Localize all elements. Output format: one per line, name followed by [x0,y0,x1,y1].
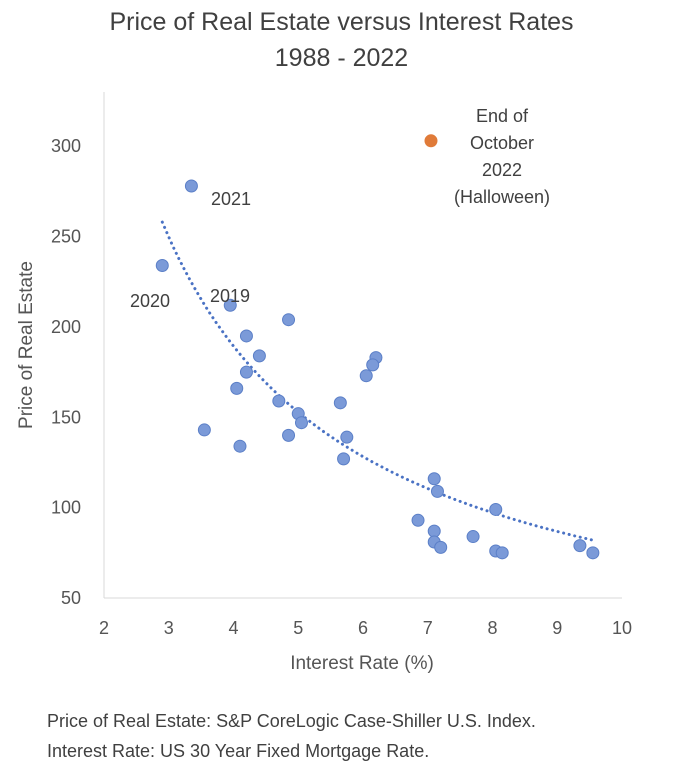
data-point [282,428,296,442]
chart-title: Price of Real Estate versus Interest Rat… [0,4,683,76]
x-tick-label: 8 [487,618,497,638]
x-tick-label: 6 [358,618,368,638]
data-point [340,430,354,444]
data-point [466,530,480,544]
y-tick-label: 200 [51,317,81,337]
data-point [294,416,308,430]
data-point-halloween-2022 [424,134,438,148]
data-point [489,502,503,516]
data-point [155,258,169,272]
x-tick-label: 9 [552,618,562,638]
data-point [272,394,286,408]
annotation-2021: 2021 [211,189,251,209]
chart-subtitle: 1988 - 2022 [274,44,409,72]
x-tick-label: 2 [99,618,109,638]
y-axis-label: Price of Real Estate [16,261,37,429]
data-point [223,298,237,312]
data-point [427,524,441,538]
trendline [160,220,595,542]
data-point [239,365,253,379]
y-tick-label: 100 [51,498,81,518]
source-note-rate: Interest Rate: US 30 Year Fixed Mortgage… [47,741,430,761]
x-tick-label: 7 [423,618,433,638]
x-tick-label: 5 [293,618,303,638]
chart-title-main: Price of Real Estate versus Interest Rat… [109,8,574,36]
annotation-halloween-line2: October [470,133,534,153]
data-point [495,546,509,560]
annotation-halloween-line4: (Halloween) [454,187,550,207]
x-tick-label: 4 [228,618,238,638]
data-point [430,484,444,498]
y-tick-label: 300 [51,136,81,156]
data-point [197,423,211,437]
scatter-plot: 50 100 150 200 250 300 2 3 4 5 6 7 8 9 10 Price of Re… [16,92,632,674]
data-point [337,452,351,466]
data-point [230,381,244,395]
data-point [434,540,448,554]
source-notes: Price of Real Estate: S&P CoreLogic Case… [47,706,536,766]
data-point [252,349,266,363]
data-point [233,439,247,453]
data-point [239,329,253,343]
source-note-price: Price of Real Estate: S&P CoreLogic Case… [47,711,536,731]
y-tick-labels: 50 100 150 200 250 300 [51,136,81,608]
y-tick-label: 50 [61,588,81,608]
y-tick-label: 150 [51,407,81,427]
x-tick-label: 10 [612,618,632,638]
data-point [573,539,587,553]
data-point [427,472,441,486]
annotation-halloween-line1: End of [476,106,529,126]
y-tick-label: 250 [51,227,81,247]
annotation-2019: 2019 [210,286,250,306]
data-point [359,369,373,383]
annotation-2020: 2020 [130,291,170,311]
data-points [155,134,600,560]
data-point [411,513,425,527]
x-axis-label: Interest Rate (%) [290,653,434,674]
annotation-halloween-line3: 2022 [482,160,522,180]
data-point [366,358,380,372]
data-point [586,546,600,560]
x-tick-labels: 2 3 4 5 6 7 8 9 10 [99,618,632,638]
x-tick-label: 3 [164,618,174,638]
data-point [333,396,347,410]
data-point [282,313,296,327]
data-point [184,179,198,193]
